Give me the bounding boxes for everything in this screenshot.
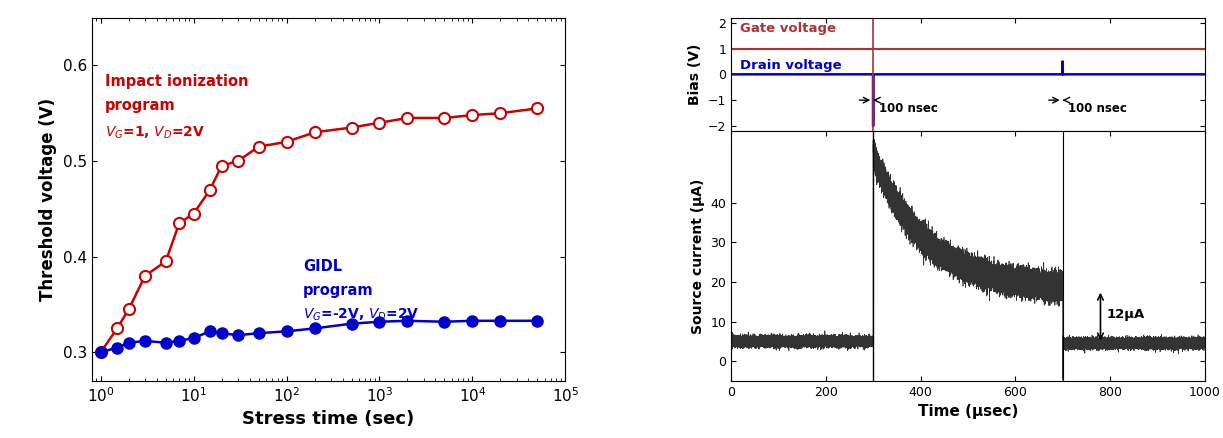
Y-axis label: Threshold voltage (V): Threshold voltage (V) <box>39 98 57 301</box>
Text: Drain voltage: Drain voltage <box>740 59 841 72</box>
Text: Gate voltage: Gate voltage <box>740 22 835 35</box>
Text: 100 nsec: 100 nsec <box>879 102 938 115</box>
Text: $V_G$=1, $V_D$=2V: $V_G$=1, $V_D$=2V <box>105 124 204 141</box>
Text: program: program <box>303 283 373 298</box>
Y-axis label: Bias (V): Bias (V) <box>689 44 702 105</box>
Text: program: program <box>105 98 175 113</box>
Text: GIDL: GIDL <box>303 259 342 274</box>
Y-axis label: Source current (μA): Source current (μA) <box>691 178 704 334</box>
Text: Impact ionization: Impact ionization <box>105 74 248 89</box>
X-axis label: Stress time (sec): Stress time (sec) <box>242 410 415 428</box>
Text: 12μA: 12μA <box>1106 308 1145 321</box>
Text: 100 nsec: 100 nsec <box>1068 102 1128 115</box>
X-axis label: Time (μsec): Time (μsec) <box>917 404 1018 420</box>
Text: $V_G$=-2V, $V_D$=2V: $V_G$=-2V, $V_D$=2V <box>303 307 419 323</box>
